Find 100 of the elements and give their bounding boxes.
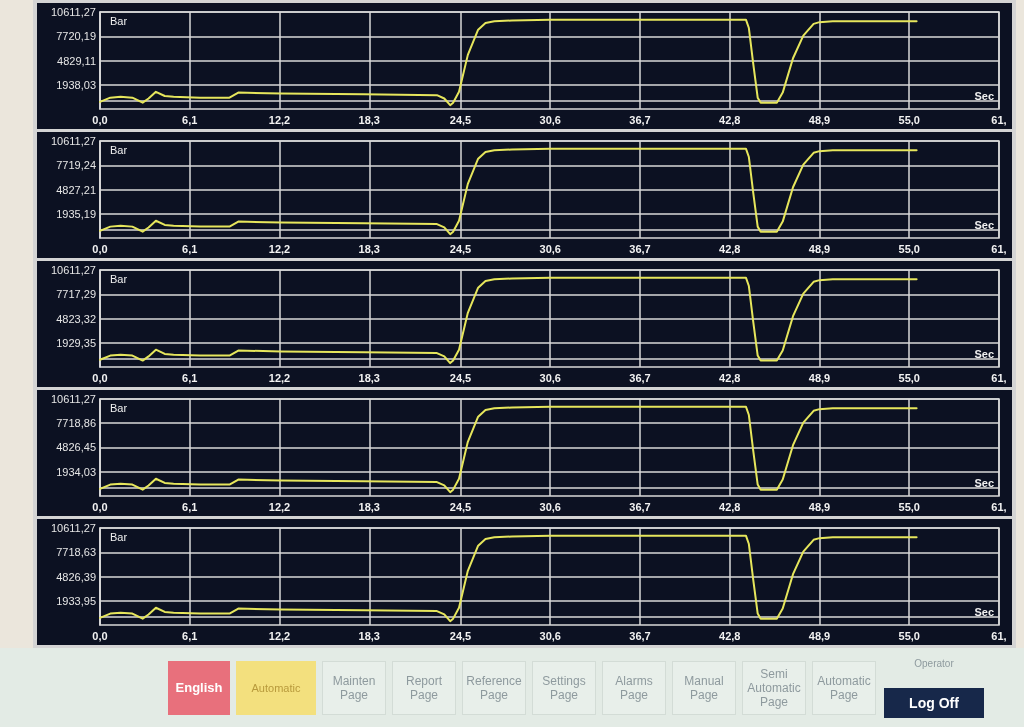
x-tick-label: 36,7 — [629, 113, 651, 126]
x-axis-title: Sec — [974, 476, 995, 489]
line-series — [99, 147, 918, 236]
y-tick-label: 4826,45 — [56, 441, 96, 454]
line-series — [99, 276, 918, 365]
x-tick-label: 36,7 — [629, 500, 651, 513]
line-series — [99, 18, 918, 107]
x-tick-label: 61, — [991, 371, 1007, 384]
x-tick-label: 30,6 — [539, 500, 561, 513]
x-tick-label: 6,1 — [182, 629, 198, 642]
x-tick-label: 12,2 — [268, 242, 291, 255]
x-tick-label: 12,2 — [268, 500, 291, 513]
y-axis-title: Bar — [110, 14, 128, 27]
x-tick-label: 12,2 — [268, 629, 291, 642]
x-tick-label: 42,8 — [719, 500, 741, 513]
y-tick-label: 4823,32 — [56, 312, 96, 325]
x-tick-label: 61, — [991, 113, 1007, 126]
y-tick-label: 7719,24 — [56, 159, 96, 172]
x-tick-label: 61, — [991, 629, 1007, 642]
x-tick-label: 61, — [991, 242, 1007, 255]
line-series — [99, 405, 918, 494]
x-axis-title: Sec — [974, 89, 995, 102]
x-tick-label: 36,7 — [629, 629, 651, 642]
y-tick-label: 10611,27 — [50, 135, 96, 147]
x-tick-label: 0,0 — [92, 629, 108, 642]
x-tick-label: 24,5 — [449, 371, 472, 384]
button: Report Page — [392, 660, 456, 715]
button: Manual Page — [672, 660, 736, 715]
button: Automatic Page — [812, 660, 876, 715]
text: Operator — [914, 657, 954, 669]
y-axis-title: Bar — [110, 401, 128, 414]
x-tick-label: 48,9 — [808, 500, 831, 513]
x-tick-label: 0,0 — [92, 242, 108, 255]
x-tick-label: 48,9 — [808, 113, 831, 126]
x-tick-label: 55,0 — [898, 371, 920, 384]
x-tick-label: 42,8 — [719, 113, 741, 126]
x-tick-label: 30,6 — [539, 371, 561, 384]
x-tick-label: 24,5 — [449, 113, 472, 126]
x-tick-label: 48,9 — [808, 629, 831, 642]
button: Mainten Page — [322, 660, 386, 715]
x-tick-label: 55,0 — [898, 113, 920, 126]
x-tick-label: 48,9 — [808, 242, 831, 255]
x-axis-title: Sec — [974, 218, 995, 231]
y-tick-label: 1933,95 — [56, 594, 96, 607]
x-tick-label: 0,0 — [92, 500, 108, 513]
y-tick-label: 7717,29 — [56, 288, 96, 301]
button: Log Off — [884, 687, 984, 718]
y-axis-title: Bar — [110, 530, 128, 543]
x-axis-title: Sec — [974, 605, 995, 618]
x-tick-label: 18,3 — [358, 113, 380, 126]
y-tick-label: 4827,21 — [56, 183, 96, 196]
x-tick-label: 6,1 — [182, 113, 198, 126]
x-tick-label: 18,3 — [358, 629, 380, 642]
button: Reference Page — [462, 660, 526, 715]
button: English — [168, 660, 230, 715]
y-tick-label: 10611,27 — [50, 393, 96, 405]
y-tick-label: 10611,27 — [50, 6, 96, 18]
x-tick-label: 24,5 — [449, 629, 472, 642]
x-tick-label: 18,3 — [358, 500, 380, 513]
y-tick-label: 4826,39 — [56, 570, 96, 583]
x-tick-label: 42,8 — [719, 371, 741, 384]
x-tick-label: 30,6 — [539, 629, 561, 642]
y-tick-label: 10611,27 — [50, 522, 96, 534]
x-tick-label: 55,0 — [898, 629, 920, 642]
y-tick-label: 1929,35 — [56, 336, 96, 349]
x-tick-label: 6,1 — [182, 500, 198, 513]
x-tick-label: 12,2 — [268, 371, 291, 384]
x-tick-label: 18,3 — [358, 371, 380, 384]
x-tick-label: 24,5 — [449, 500, 472, 513]
y-tick-label: 10611,27 — [50, 264, 96, 276]
y-tick-label: 1935,19 — [56, 207, 96, 220]
x-tick-label: 12,2 — [268, 113, 291, 126]
x-tick-label: 30,6 — [539, 242, 561, 255]
x-tick-label: 36,7 — [629, 242, 651, 255]
button: Automatic — [236, 660, 316, 715]
button: Semi Automatic Page — [742, 660, 806, 715]
x-tick-label: 61, — [991, 500, 1007, 513]
y-tick-label: 7718,63 — [56, 546, 96, 559]
x-tick-label: 30,6 — [539, 113, 561, 126]
y-tick-label: 1934,03 — [56, 465, 96, 478]
x-tick-label: 36,7 — [629, 371, 651, 384]
button: Settings Page — [532, 660, 596, 715]
line-series — [99, 534, 918, 623]
x-tick-label: 0,0 — [92, 371, 108, 384]
x-tick-label: 18,3 — [358, 242, 380, 255]
button: Alarms Page — [602, 660, 666, 715]
x-tick-label: 48,9 — [808, 371, 831, 384]
x-tick-label: 24,5 — [449, 242, 472, 255]
y-tick-label: 7718,86 — [56, 417, 96, 430]
x-tick-label: 55,0 — [898, 242, 920, 255]
x-tick-label: 42,8 — [719, 629, 741, 642]
x-tick-label: 6,1 — [182, 371, 198, 384]
x-tick-label: 42,8 — [719, 242, 741, 255]
x-tick-label: 55,0 — [898, 500, 920, 513]
y-axis-title: Bar — [110, 272, 128, 285]
y-tick-label: 7720,19 — [56, 30, 96, 43]
y-tick-label: 4829,11 — [57, 54, 96, 67]
y-tick-label: 1938,03 — [56, 78, 96, 91]
x-tick-label: 6,1 — [182, 242, 198, 255]
x-axis-title: Sec — [974, 347, 995, 360]
